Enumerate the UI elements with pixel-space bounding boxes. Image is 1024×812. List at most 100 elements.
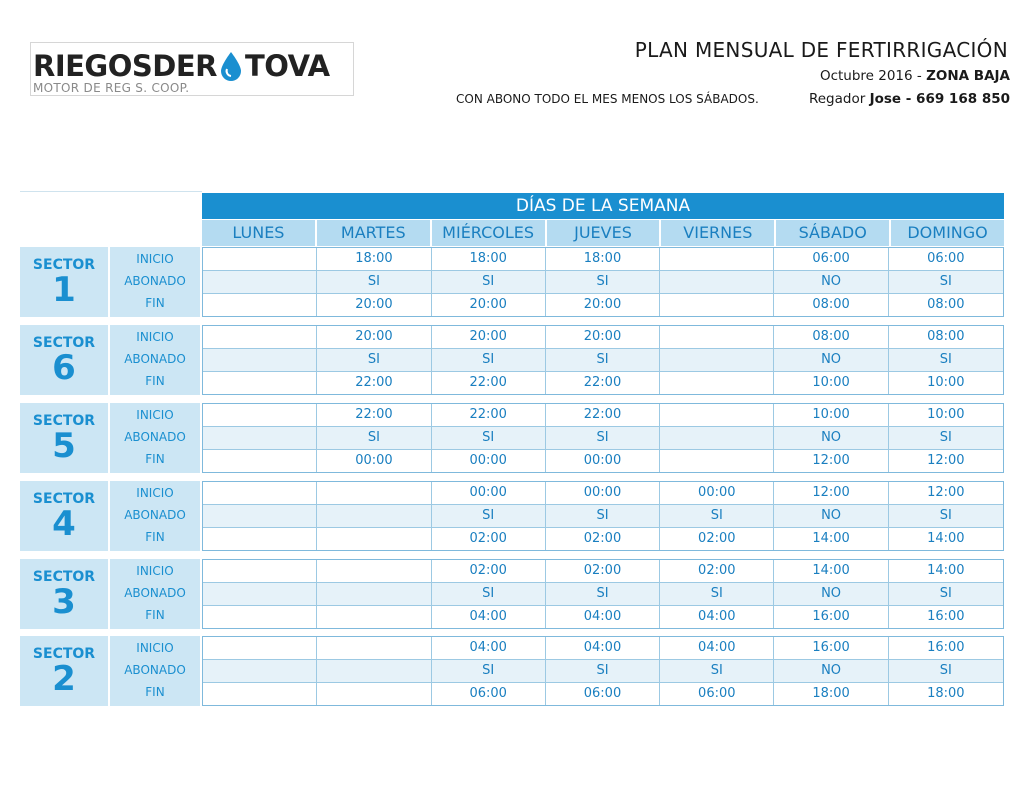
row-label: ABONADO <box>124 430 186 444</box>
schedule-cell: NO <box>774 271 889 294</box>
schedule-grid: 20:00 20:00 20:00 08:00 08:00 SI SI SI NO SI 22:00… <box>202 325 1004 395</box>
schedule-cell <box>317 583 432 606</box>
logo-text-left: RIEGOSDER <box>33 49 218 83</box>
row-label: ABONADO <box>124 508 186 522</box>
schedule-cell: 02:00 <box>432 528 546 550</box>
row-labels: INICIO ABONADO FIN <box>110 559 200 629</box>
schedule-cell: NO <box>774 505 889 528</box>
row-label: ABONADO <box>124 586 186 600</box>
row-label: FIN <box>145 296 165 310</box>
schedule-cell: 12:00 <box>774 482 889 505</box>
schedule-cell: 02:00 <box>545 560 661 583</box>
schedule-cell: SI <box>317 349 432 372</box>
schedule-cell <box>203 349 318 372</box>
plan-zone: ZONA BAJA <box>926 68 1010 84</box>
regador-label: Regador <box>808 91 866 107</box>
schedule-cell: SI <box>660 505 775 528</box>
water-drop-icon <box>219 51 243 81</box>
schedule-cell: 04:00 <box>432 606 546 628</box>
row-labels: INICIO ABONADO FIN <box>110 636 200 706</box>
sector-label: SECTOR 3 <box>20 559 108 629</box>
schedule-cell: 20:00 <box>432 294 546 316</box>
schedule-cell: 06:00 <box>660 683 775 705</box>
plan-regador: Regador Jose - 669 168 850 <box>809 91 1010 107</box>
schedule-grid: 02:00 02:00 02:00 14:00 14:00 SI SI SI NO SI 04:00… <box>202 559 1004 629</box>
schedule-cell: 18:00 <box>927 686 965 701</box>
schedule-cell: 18:00 <box>774 683 889 705</box>
sector-block: SECTOR 4 INICIO ABONADO FIN 00:00 00:00 00:00 12… <box>20 481 1004 551</box>
schedule-cell <box>203 427 318 450</box>
schedule-cell: 04:00 <box>660 637 775 660</box>
schedule-cell <box>203 482 318 505</box>
schedule-cell <box>660 349 775 372</box>
row-labels: INICIO ABONADO FIN <box>110 247 200 317</box>
schedule-cell <box>317 560 432 583</box>
schedule-cell <box>317 505 432 528</box>
schedule-cell: 00:00 <box>546 450 661 472</box>
schedule-cell: SI <box>431 271 546 294</box>
schedule-cell: SI <box>888 271 1003 294</box>
sector-number: 5 <box>52 426 76 466</box>
schedule-cell: SI <box>431 660 546 683</box>
schedule-cell: SI <box>888 505 1003 528</box>
sector-block: SECTOR 2 INICIO ABONADO FIN 04:00 04:00 04:00 16… <box>20 636 1004 706</box>
schedule-cell: SI <box>545 349 661 372</box>
schedule-cell: 18:00 <box>317 248 432 271</box>
sector-block: SECTOR 6 INICIO ABONADO FIN 20:00 20:00 20:00 08… <box>20 325 1004 395</box>
schedule-cell <box>203 294 318 316</box>
schedule-cell: 02:00 <box>431 560 546 583</box>
schedule-cell: 06:00 <box>432 683 546 705</box>
schedule-cell: 20:00 <box>317 294 432 316</box>
row-label: FIN <box>145 374 165 388</box>
row-label: FIN <box>145 685 165 699</box>
sector-word: SECTOR <box>32 569 96 585</box>
schedule-cell <box>317 606 432 628</box>
schedule-cell: 00:00 <box>660 482 775 505</box>
row-label: ABONADO <box>124 274 186 288</box>
schedule-cell: SI <box>431 349 546 372</box>
schedule-cell <box>203 660 318 683</box>
schedule-cell: 14:00 <box>927 531 965 546</box>
schedule-cell: 12:00 <box>927 453 965 468</box>
schedule-cell: 08:00 <box>927 297 965 312</box>
schedule-cell: 02:00 <box>660 560 775 583</box>
schedule-cell: NO <box>774 427 889 450</box>
sector-word: SECTOR <box>32 257 96 273</box>
schedule-cell: SI <box>660 660 775 683</box>
schedule-cell <box>203 404 318 427</box>
schedule-cell <box>660 294 775 316</box>
schedule-cell: 20:00 <box>431 326 546 349</box>
schedule-cell <box>203 683 318 705</box>
schedule-cell: 12:00 <box>888 482 1003 505</box>
schedule-cell: 04:00 <box>546 606 661 628</box>
schedule-cell: 18:00 <box>545 248 661 271</box>
schedule-cell <box>660 326 775 349</box>
schedule-cell <box>203 560 318 583</box>
schedule-cell: SI <box>431 505 546 528</box>
schedule-grid: 18:00 18:00 18:00 06:00 06:00 SI SI SI NO SI 20:00… <box>202 247 1004 317</box>
schedule-cell: SI <box>545 583 661 606</box>
schedule-cell <box>660 427 775 450</box>
schedule-cell <box>203 450 318 472</box>
schedule-cell: 00:00 <box>317 450 432 472</box>
schedule-cell: 10:00 <box>774 372 889 394</box>
schedule-cell: 08:00 <box>774 294 889 316</box>
plan-title: PLAN MENSUAL DE FERTIRRIGACIÓN <box>634 38 1008 62</box>
days-banner: DÍAS DE LA SEMANA <box>202 193 1004 219</box>
schedule-cell: 20:00 <box>545 326 661 349</box>
sector-number: 2 <box>52 659 76 699</box>
day-header: DOMINGO <box>891 220 1004 246</box>
schedule-cell: 20:00 <box>546 294 661 316</box>
schedule-cell <box>660 372 775 394</box>
schedule-cell: SI <box>888 583 1003 606</box>
schedule-cell: SI <box>888 349 1003 372</box>
day-header: SÁBADO <box>776 220 890 246</box>
row-labels: INICIO ABONADO FIN <box>110 325 200 395</box>
schedule-cell <box>660 271 775 294</box>
sector-number: 4 <box>52 504 76 544</box>
sector-label: SECTOR 5 <box>20 403 108 473</box>
schedule-cell <box>203 248 318 271</box>
table-top-line <box>20 191 202 192</box>
row-label: FIN <box>145 452 165 466</box>
sector-number: 3 <box>52 582 76 622</box>
